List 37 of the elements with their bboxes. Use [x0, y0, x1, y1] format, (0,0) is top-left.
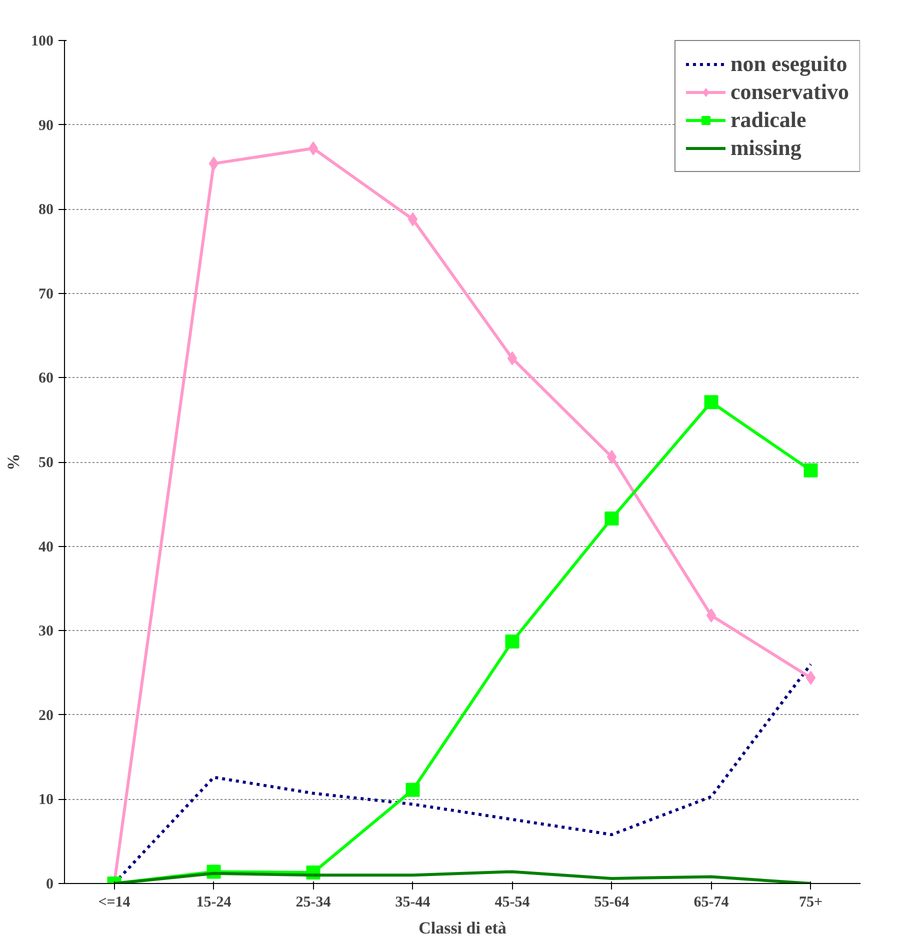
y-tick-label: 50: [38, 455, 54, 471]
legend-label: missing: [730, 135, 802, 161]
x-tick-label: 25-34: [296, 894, 332, 910]
legend-label: radicale: [730, 107, 806, 133]
x-tick-label: 55-64: [594, 894, 630, 910]
x-tick-label: <=14: [98, 894, 131, 910]
y-tick-label: 80: [38, 202, 54, 218]
x-tick-label: 65-74: [694, 894, 730, 910]
point: [804, 463, 818, 478]
point: [704, 395, 718, 410]
x-tick-label: 45-54: [494, 894, 530, 910]
y-tick-label: 0: [46, 876, 54, 892]
point: [507, 351, 518, 366]
point: [604, 511, 619, 526]
y-tick-label: 70: [38, 286, 54, 302]
y-tick-label: 20: [38, 708, 54, 724]
x-tick-label: 35-44: [395, 894, 431, 910]
point: [505, 634, 520, 649]
y-tick-label: 90: [38, 118, 54, 134]
x-axis-title: Classi di età: [418, 918, 507, 938]
y-tick-label: 100: [31, 34, 54, 50]
point: [308, 141, 318, 156]
y-tick-label: 10: [38, 792, 54, 808]
y-tick-label: 60: [38, 370, 54, 387]
legend-label: conservativo: [730, 79, 849, 105]
point: [408, 212, 418, 226]
point: [706, 608, 716, 622]
point: [406, 782, 420, 797]
y-tick-label: 40: [38, 539, 54, 556]
y-axis-title: %: [4, 454, 23, 470]
point: [806, 670, 816, 685]
legend-label: non eseguito: [730, 51, 848, 77]
y-tick-label: 30: [38, 624, 54, 640]
point: [606, 450, 617, 464]
x-tick-label: 15-24: [196, 894, 232, 910]
x-tick-label: 75+: [798, 894, 823, 910]
point: [208, 156, 219, 171]
